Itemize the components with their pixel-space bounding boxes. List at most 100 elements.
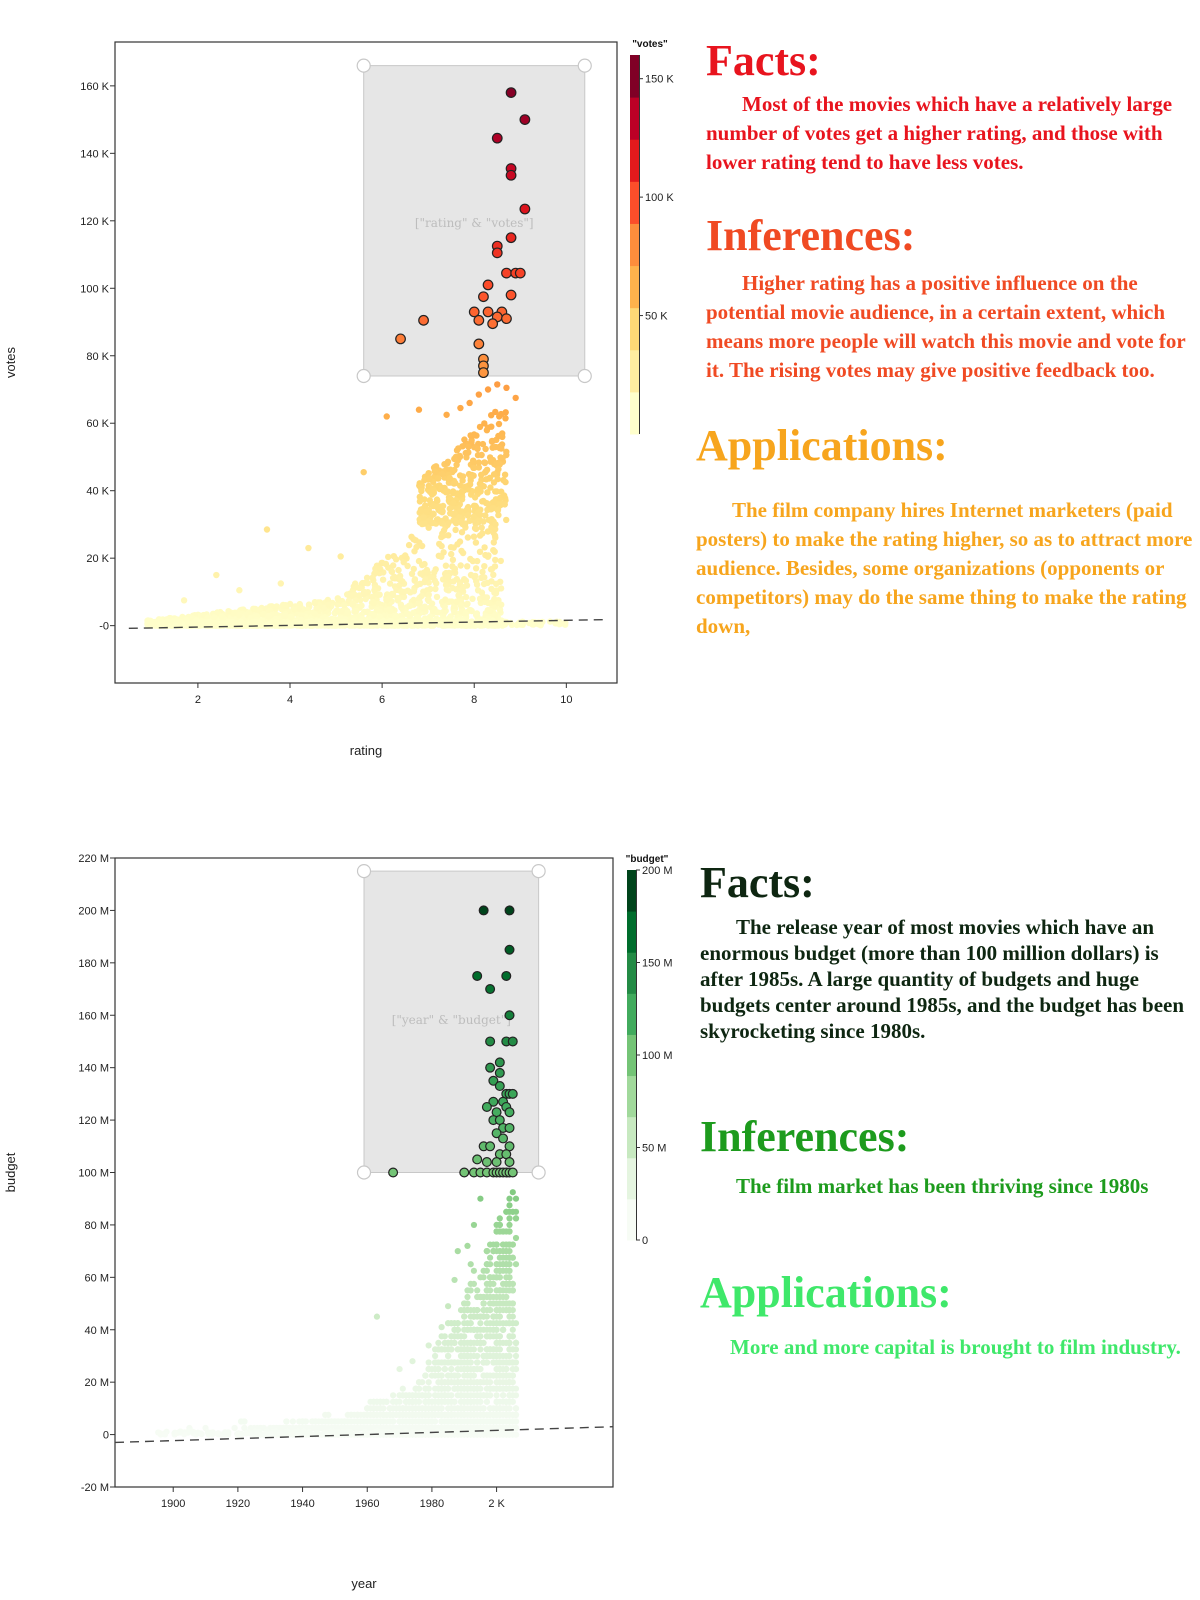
data-point xyxy=(180,597,188,604)
data-point xyxy=(469,557,477,565)
data-point xyxy=(432,1352,439,1360)
data-point xyxy=(480,1379,487,1386)
selected-point xyxy=(472,970,483,981)
data-point xyxy=(161,1431,169,1438)
legend-tick-label: 150 K xyxy=(645,74,674,86)
data-point xyxy=(445,1385,452,1392)
data-point xyxy=(464,1418,471,1425)
data-point xyxy=(481,420,488,427)
data-point xyxy=(312,1418,319,1425)
data-point xyxy=(457,1379,465,1386)
data-point xyxy=(286,600,294,608)
data-point xyxy=(456,508,464,515)
data-point xyxy=(283,1418,290,1425)
data-point xyxy=(464,563,471,570)
data-point xyxy=(457,602,464,609)
data-point xyxy=(487,1405,494,1412)
y-axis-label: votes xyxy=(3,346,18,378)
data-point xyxy=(305,601,313,608)
data-point xyxy=(467,1359,474,1366)
data-point xyxy=(319,1431,327,1438)
data-point xyxy=(490,1352,497,1360)
selected-point xyxy=(505,87,517,99)
data-point xyxy=(307,621,315,628)
data-point xyxy=(373,1398,380,1405)
data-point xyxy=(509,1366,516,1373)
data-point xyxy=(557,620,565,627)
data-point xyxy=(415,600,422,607)
data-point xyxy=(404,562,411,570)
data-point xyxy=(318,1424,326,1432)
data-point xyxy=(456,472,464,479)
data-point xyxy=(396,1365,403,1373)
data-point xyxy=(483,1398,490,1405)
selected-point xyxy=(478,367,489,379)
data-point xyxy=(500,1241,507,1248)
selected-point xyxy=(482,279,494,291)
selected-point xyxy=(418,314,429,326)
data-point xyxy=(410,596,417,604)
data-point xyxy=(263,526,271,533)
selected-point xyxy=(501,970,512,981)
data-point xyxy=(470,513,477,520)
brush-handle xyxy=(356,58,371,73)
data-point xyxy=(349,600,357,607)
legend-swatch xyxy=(630,55,639,98)
legend-swatch xyxy=(630,97,639,140)
data-point xyxy=(480,1392,487,1399)
data-point xyxy=(415,557,423,565)
data-point xyxy=(483,1326,490,1333)
data-point xyxy=(474,445,481,452)
data-point xyxy=(435,1405,442,1412)
brush-handle xyxy=(531,864,546,879)
data-point xyxy=(479,568,486,576)
data-point xyxy=(457,1405,465,1412)
data-point xyxy=(368,593,376,601)
data-point xyxy=(436,540,443,548)
data-point xyxy=(454,541,461,548)
data-point xyxy=(146,619,153,627)
data-point xyxy=(470,1280,477,1287)
data-point xyxy=(272,619,279,626)
selected-point xyxy=(491,132,503,144)
data-point xyxy=(461,1300,468,1307)
data-point xyxy=(390,1398,397,1405)
data-point xyxy=(464,1429,471,1436)
data-point xyxy=(458,529,466,536)
data-point xyxy=(395,566,402,574)
data-point xyxy=(487,1307,494,1314)
data-point xyxy=(402,552,409,559)
data-point xyxy=(474,486,481,493)
data-point xyxy=(496,1333,503,1340)
data-point xyxy=(451,511,458,518)
data-point xyxy=(464,1366,471,1373)
data-point xyxy=(440,622,447,629)
selected-point xyxy=(487,318,499,330)
data-point xyxy=(267,1430,275,1437)
data-point xyxy=(348,592,356,599)
data-point xyxy=(458,488,465,495)
selected-point xyxy=(519,203,531,215)
y-tick-label: 100 K xyxy=(80,283,109,295)
data-point xyxy=(311,599,319,607)
data-point xyxy=(461,1359,468,1366)
data-point xyxy=(493,1372,500,1379)
data-point xyxy=(425,1359,432,1366)
data-point xyxy=(470,1352,477,1360)
data-point xyxy=(448,1333,455,1340)
data-point xyxy=(380,1418,387,1425)
data-point xyxy=(487,458,494,465)
brush-handle xyxy=(356,864,372,879)
data-point xyxy=(493,1339,500,1346)
y-tick-label: 60 K xyxy=(86,418,109,430)
data-point xyxy=(491,595,498,603)
data-point xyxy=(412,537,419,544)
brush-selection xyxy=(363,870,540,1174)
data-point xyxy=(230,619,237,626)
data-point xyxy=(344,1429,351,1436)
selected-point xyxy=(478,905,489,916)
data-point xyxy=(361,590,368,597)
data-point xyxy=(454,1326,461,1333)
data-point xyxy=(492,408,499,416)
data-point xyxy=(379,576,387,583)
